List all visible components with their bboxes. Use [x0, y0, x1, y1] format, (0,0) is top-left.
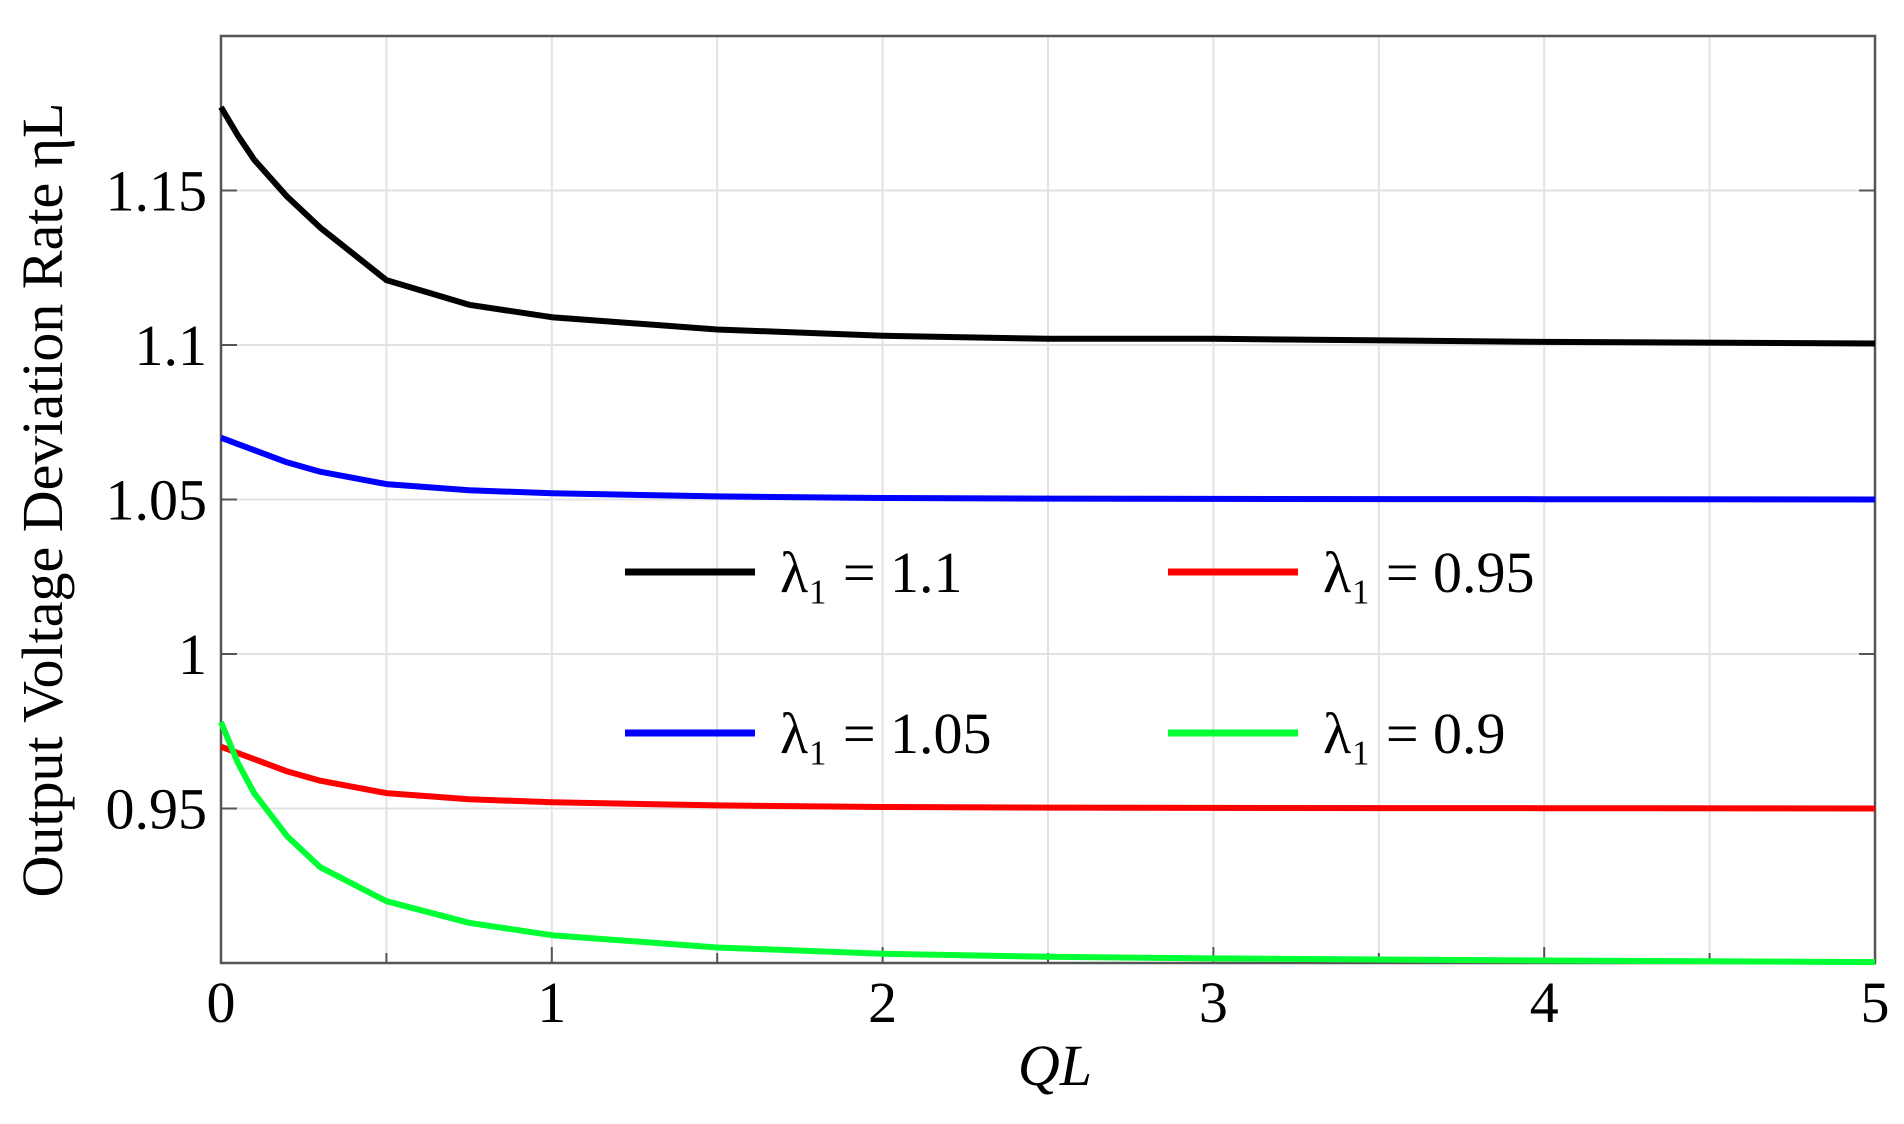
- y-tick-label: 0.95: [106, 777, 208, 842]
- x-tick-label: 3: [1199, 970, 1228, 1035]
- x-tick-label: 1: [537, 970, 566, 1035]
- x-axis-label: QL: [1018, 1033, 1092, 1098]
- data-line: [218, 720, 1876, 966]
- x-tick-label: 4: [1530, 970, 1559, 1035]
- legend-label: λ₁ = 0.95: [1323, 540, 1535, 605]
- legend-label: λ₁ = 0.9: [1323, 701, 1506, 766]
- y-axis-label: Output Voltage Deviation Rate ηL: [10, 103, 75, 898]
- legend-label: λ₁ = 1.1: [780, 540, 963, 605]
- x-tick-label: 0: [207, 970, 236, 1035]
- x-tick-label: 5: [1861, 970, 1890, 1035]
- data-line: [219, 743, 1876, 812]
- y-tick-label: 1.1: [135, 313, 208, 378]
- y-tick-label: 1: [178, 622, 207, 687]
- data-line: [219, 434, 1876, 503]
- y-tick-label: 1.05: [106, 468, 208, 533]
- data-line: [218, 105, 1876, 347]
- legend-label: λ₁ = 1.05: [780, 701, 992, 766]
- x-tick-label: 2: [868, 970, 897, 1035]
- y-tick-label: 1.15: [106, 159, 208, 224]
